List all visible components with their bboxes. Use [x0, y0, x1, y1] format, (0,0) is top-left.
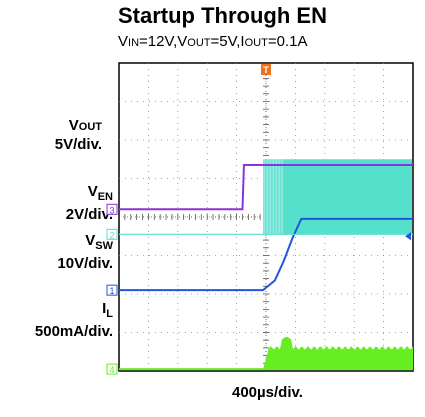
- vsw-label: VSW 10V/div.: [57, 232, 113, 272]
- channel-marker-1: 1: [106, 284, 118, 296]
- channel-marker-2: 2: [106, 228, 118, 240]
- vout-label: VOUT 5V/div.: [54, 117, 102, 153]
- trace-ven: [119, 164, 413, 211]
- il-label: IL 500mA/div.: [34, 300, 113, 340]
- trigger-marker: T: [261, 64, 271, 75]
- channel-marker-3: 3: [106, 203, 118, 215]
- svg-text:3: 3: [109, 205, 114, 215]
- svg-text:4: 4: [109, 365, 114, 375]
- chart-subtitle: VIN=12V,VOUT=5V,IOUT=0.1A: [118, 33, 308, 50]
- svg-text:2: 2: [109, 230, 114, 240]
- x-axis-label: 400µs/div.: [232, 384, 303, 401]
- chart-title: Startup Through EN: [118, 3, 327, 28]
- trace-vout: [119, 217, 413, 292]
- channel-marker-4: 4: [106, 363, 118, 375]
- svg-text:T: T: [263, 65, 269, 75]
- vsw-switching-band: [263, 159, 412, 235]
- svg-text:1: 1: [109, 286, 114, 296]
- il-ripple-band: [263, 336, 413, 370]
- ven-label: VEN 2V/div.: [65, 183, 113, 223]
- trigger-level-arrow: [405, 232, 411, 241]
